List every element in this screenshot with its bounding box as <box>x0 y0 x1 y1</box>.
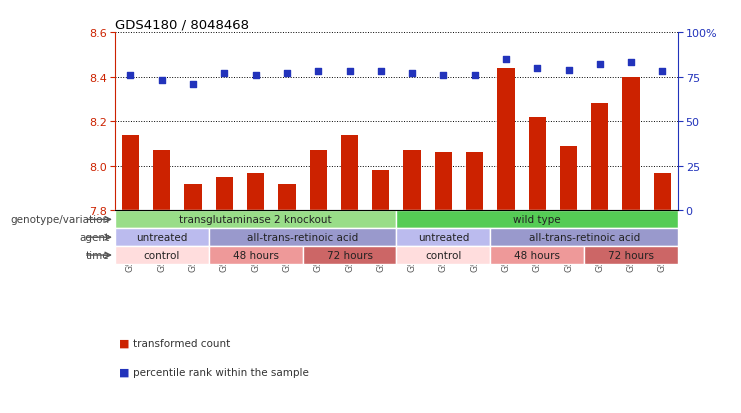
Bar <box>216 178 233 211</box>
Point <box>500 57 512 63</box>
Bar <box>591 104 608 211</box>
Bar <box>185 184 202 211</box>
Text: ■: ■ <box>119 338 129 348</box>
Text: control: control <box>425 250 462 261</box>
Point <box>375 69 387 76</box>
Bar <box>279 184 296 211</box>
Text: transformed count: transformed count <box>133 338 230 348</box>
Text: ■: ■ <box>119 367 129 377</box>
Bar <box>115 247 209 264</box>
Bar <box>209 247 302 264</box>
Point <box>124 72 136 79</box>
Bar <box>396 247 491 264</box>
Point <box>156 78 167 84</box>
Text: 48 hours: 48 hours <box>514 250 560 261</box>
Bar <box>560 147 577 211</box>
Text: 72 hours: 72 hours <box>327 250 373 261</box>
Bar <box>372 171 390 211</box>
Bar <box>654 173 671 211</box>
Bar <box>403 151 421 211</box>
Text: all-trans-retinoic acid: all-trans-retinoic acid <box>247 233 358 242</box>
Point <box>469 72 481 79</box>
Point <box>531 65 543 72</box>
Bar <box>341 135 358 211</box>
Bar <box>435 153 452 211</box>
Bar <box>491 229 678 247</box>
Point <box>187 81 199 88</box>
Point <box>406 71 418 77</box>
Text: control: control <box>144 250 180 261</box>
Bar <box>153 151 170 211</box>
Bar <box>122 135 139 211</box>
Text: untreated: untreated <box>136 233 187 242</box>
Text: untreated: untreated <box>418 233 469 242</box>
Text: 72 hours: 72 hours <box>608 250 654 261</box>
Text: wild type: wild type <box>514 215 561 225</box>
Point <box>250 72 262 79</box>
Bar <box>584 247 678 264</box>
Bar <box>491 247 584 264</box>
Bar <box>310 151 327 211</box>
Text: 48 hours: 48 hours <box>233 250 279 261</box>
Bar <box>115 229 209 247</box>
Point <box>594 62 605 69</box>
Bar <box>247 173 265 211</box>
Text: percentile rank within the sample: percentile rank within the sample <box>133 367 309 377</box>
Bar <box>622 78 639 211</box>
Point <box>219 71 230 77</box>
Bar <box>115 211 396 229</box>
Bar <box>466 153 483 211</box>
Bar <box>209 229 396 247</box>
Bar <box>497 69 514 211</box>
Bar <box>528 118 546 211</box>
Point <box>312 69 324 76</box>
Bar <box>396 229 491 247</box>
Point <box>437 72 449 79</box>
Bar <box>396 211 678 229</box>
Point <box>625 60 637 66</box>
Text: time: time <box>86 250 109 261</box>
Text: agent: agent <box>79 233 109 242</box>
Point <box>657 69 668 76</box>
Text: transglutaminase 2 knockout: transglutaminase 2 knockout <box>179 215 332 225</box>
Point <box>344 69 356 76</box>
Text: GDS4180 / 8048468: GDS4180 / 8048468 <box>115 19 249 32</box>
Point <box>281 71 293 77</box>
Bar <box>302 247 396 264</box>
Point <box>562 67 574 74</box>
Text: all-trans-retinoic acid: all-trans-retinoic acid <box>528 233 639 242</box>
Text: genotype/variation: genotype/variation <box>10 215 109 225</box>
